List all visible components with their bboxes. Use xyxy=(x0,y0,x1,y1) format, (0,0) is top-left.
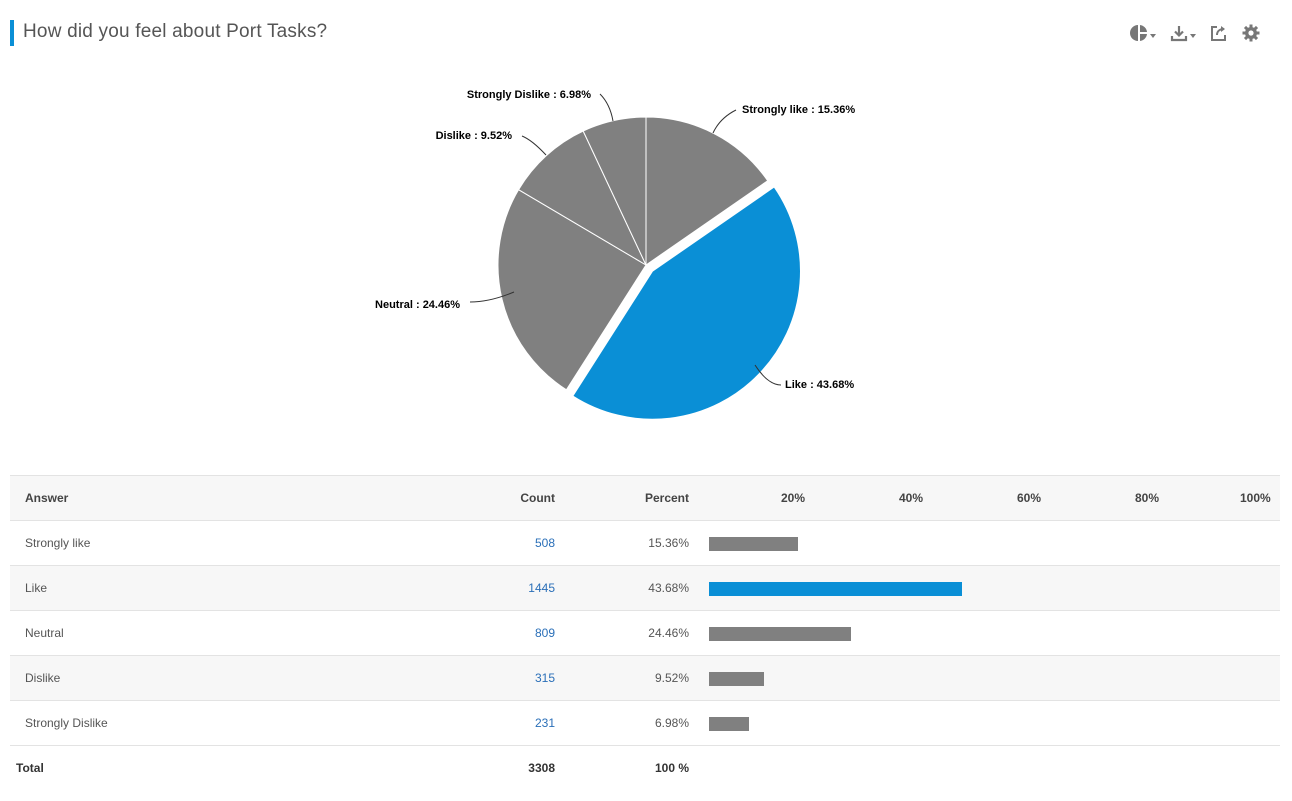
chevron-down-icon xyxy=(1150,34,1156,38)
pie-label-connector xyxy=(469,291,515,303)
row-answer: Neutral xyxy=(10,610,455,656)
row-count-link[interactable]: 315 xyxy=(534,671,555,685)
total-bar-cell xyxy=(697,745,1280,790)
row-count-cell: 809 xyxy=(455,610,557,656)
total-count: 3308 xyxy=(455,745,557,790)
column-header-count: Count xyxy=(455,475,557,521)
row-bar-cell xyxy=(697,700,1280,746)
pie-slice-neutral[interactable] xyxy=(497,188,647,391)
row-percent: 24.46% xyxy=(557,610,697,656)
scale-label: 20% xyxy=(781,491,806,505)
row-bar-cell xyxy=(697,610,1280,656)
column-header-answer: Answer xyxy=(10,475,455,521)
row-percent-bar xyxy=(709,582,963,596)
total-label: Total xyxy=(10,745,455,790)
row-count-cell: 231 xyxy=(455,700,557,746)
chart-type-button[interactable] xyxy=(1130,24,1156,42)
pie-slice-strongly-like[interactable] xyxy=(645,116,769,266)
row-bar-cell xyxy=(697,520,1280,566)
scale-label: 40% xyxy=(899,491,924,505)
download-button[interactable] xyxy=(1170,24,1196,42)
pie-slice-like[interactable] xyxy=(572,186,801,420)
row-percent-bar xyxy=(709,537,799,551)
row-count-link[interactable]: 231 xyxy=(534,716,555,730)
pie-data-label: Like : 43.68% xyxy=(785,379,854,391)
row-percent-bar xyxy=(709,717,750,731)
pie-data-label: Strongly like : 15.36% xyxy=(742,104,855,116)
scale-label: 80% xyxy=(1135,491,1160,505)
scale-label: 60% xyxy=(1017,491,1042,505)
row-answer: Like xyxy=(10,565,455,611)
pie-chart: Strongly like : 15.36% Like : 43.68% Neutr… xyxy=(375,89,855,420)
column-header-percent: Percent xyxy=(557,475,697,521)
row-count-link[interactable]: 1445 xyxy=(528,581,555,595)
chart-type-icon xyxy=(1130,25,1147,41)
table-row: Like 1445 43.68% xyxy=(10,565,1280,611)
row-percent: 6.98% xyxy=(557,700,697,746)
download-icon xyxy=(1170,26,1188,42)
table-row: Dislike 315 9.52% xyxy=(10,655,1280,701)
row-percent: 43.68% xyxy=(557,565,697,611)
row-bar-cell xyxy=(697,565,1280,611)
chart-header: How did you feel about Port Tasks? xyxy=(10,18,1280,48)
row-count-cell: 1445 xyxy=(455,565,557,611)
row-bar-cell xyxy=(697,655,1280,701)
percent-scale: 20% 40% 60% 80% 100% xyxy=(697,476,1280,520)
table-row: Strongly Dislike 231 6.98% xyxy=(10,700,1280,746)
settings-button[interactable] xyxy=(1242,24,1260,42)
row-count-link[interactable]: 508 xyxy=(534,536,555,550)
results-table: Answer Count Percent 20% 40% 60% 80% 100% St… xyxy=(10,475,1280,790)
toolbar xyxy=(1130,18,1260,48)
table-header-row: Answer Count Percent 20% 40% 60% 80% 100% xyxy=(10,475,1280,521)
share-button[interactable] xyxy=(1210,24,1228,42)
page-title: How did you feel about Port Tasks? xyxy=(23,21,328,42)
pie-label-connector xyxy=(754,364,782,386)
pie-data-label: Strongly Dislike : 6.98% xyxy=(467,89,591,101)
row-percent: 15.36% xyxy=(557,520,697,566)
share-icon xyxy=(1211,26,1226,41)
total-row: Total 3308 100 % xyxy=(10,745,1280,790)
pie-slice-dislike[interactable] xyxy=(517,130,648,267)
pie-label-connector xyxy=(521,135,547,156)
pie-slice-strongly-dislike[interactable] xyxy=(582,116,647,266)
pie-data-label: Dislike : 9.52% xyxy=(436,130,513,142)
scale-label: 100% xyxy=(1240,491,1271,505)
row-count-cell: 315 xyxy=(455,655,557,701)
table-row: Neutral 809 24.46% xyxy=(10,610,1280,656)
chevron-down-icon xyxy=(1190,34,1196,38)
pie-label-connector xyxy=(712,109,737,134)
row-percent-bar xyxy=(709,627,851,641)
title-accent-bar xyxy=(10,20,14,46)
row-count-link[interactable]: 809 xyxy=(534,626,555,640)
row-answer: Dislike xyxy=(10,655,455,701)
row-percent: 9.52% xyxy=(557,655,697,701)
row-answer: Strongly like xyxy=(10,520,455,566)
row-percent-bar xyxy=(709,672,765,686)
gear-icon xyxy=(1242,24,1260,42)
row-answer: Strongly Dislike xyxy=(10,700,455,746)
table-row: Strongly like 508 15.36% xyxy=(10,520,1280,566)
total-percent: 100 % xyxy=(557,745,697,790)
row-count-cell: 508 xyxy=(455,520,557,566)
pie-label-connector xyxy=(599,93,614,122)
pie-data-label: Neutral : 24.46% xyxy=(375,299,460,311)
column-header-scale: 20% 40% 60% 80% 100% xyxy=(697,475,1280,521)
